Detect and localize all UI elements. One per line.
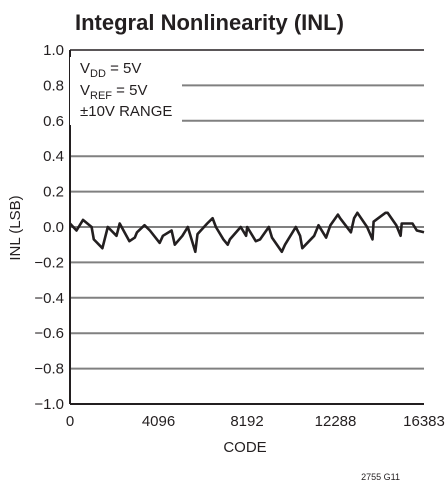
conditions-box (70, 57, 182, 125)
x-tick-label-0: 0 (66, 413, 74, 430)
inl-series-line-0 (69, 211, 425, 254)
x-tick-label-3: 12288 (315, 413, 357, 430)
y-tick-label-9: −0.8 (34, 361, 64, 378)
x-tick-label-4: 16383 (403, 413, 445, 430)
y-tick-label-4: 0.2 (43, 184, 64, 201)
x-tick-label-1: 4096 (142, 413, 175, 430)
y-tick-label-7: −0.4 (34, 290, 64, 307)
y-tick-label-8: −0.6 (34, 325, 64, 342)
condition-vdd: VDD = 5V (80, 60, 141, 80)
y-tick-labels: 1.0 0.8 0.6 0.4 0.2 0.0 −0.2 −0.4 −0.6 −0.8 −1.0 (34, 42, 64, 413)
series-group (69, 211, 425, 254)
x-tick-labels: 0 4096 8192 12288 16383 (66, 413, 445, 430)
y-tick-label-3: 0.4 (43, 148, 64, 165)
y-axis-label: INL (LSB) (7, 195, 24, 260)
condition-range: ±10V RANGE (80, 103, 172, 120)
y-tick-label-0: 1.0 (43, 42, 64, 59)
y-tick-label-10: −1.0 (34, 396, 64, 413)
y-tick-label-5: 0.0 (43, 219, 64, 236)
y-tick-label-1: 0.8 (43, 77, 64, 94)
chart-title: Integral Nonlinearity (INL) (75, 10, 344, 35)
x-axis-label: CODE (223, 439, 266, 456)
figure-id: 2755 G11 (361, 472, 400, 482)
y-tick-label-6: −0.2 (34, 254, 64, 271)
y-tick-label-2: 0.6 (43, 113, 64, 130)
condition-vref: VREF = 5V (80, 82, 147, 102)
x-tick-label-2: 8192 (230, 413, 263, 430)
